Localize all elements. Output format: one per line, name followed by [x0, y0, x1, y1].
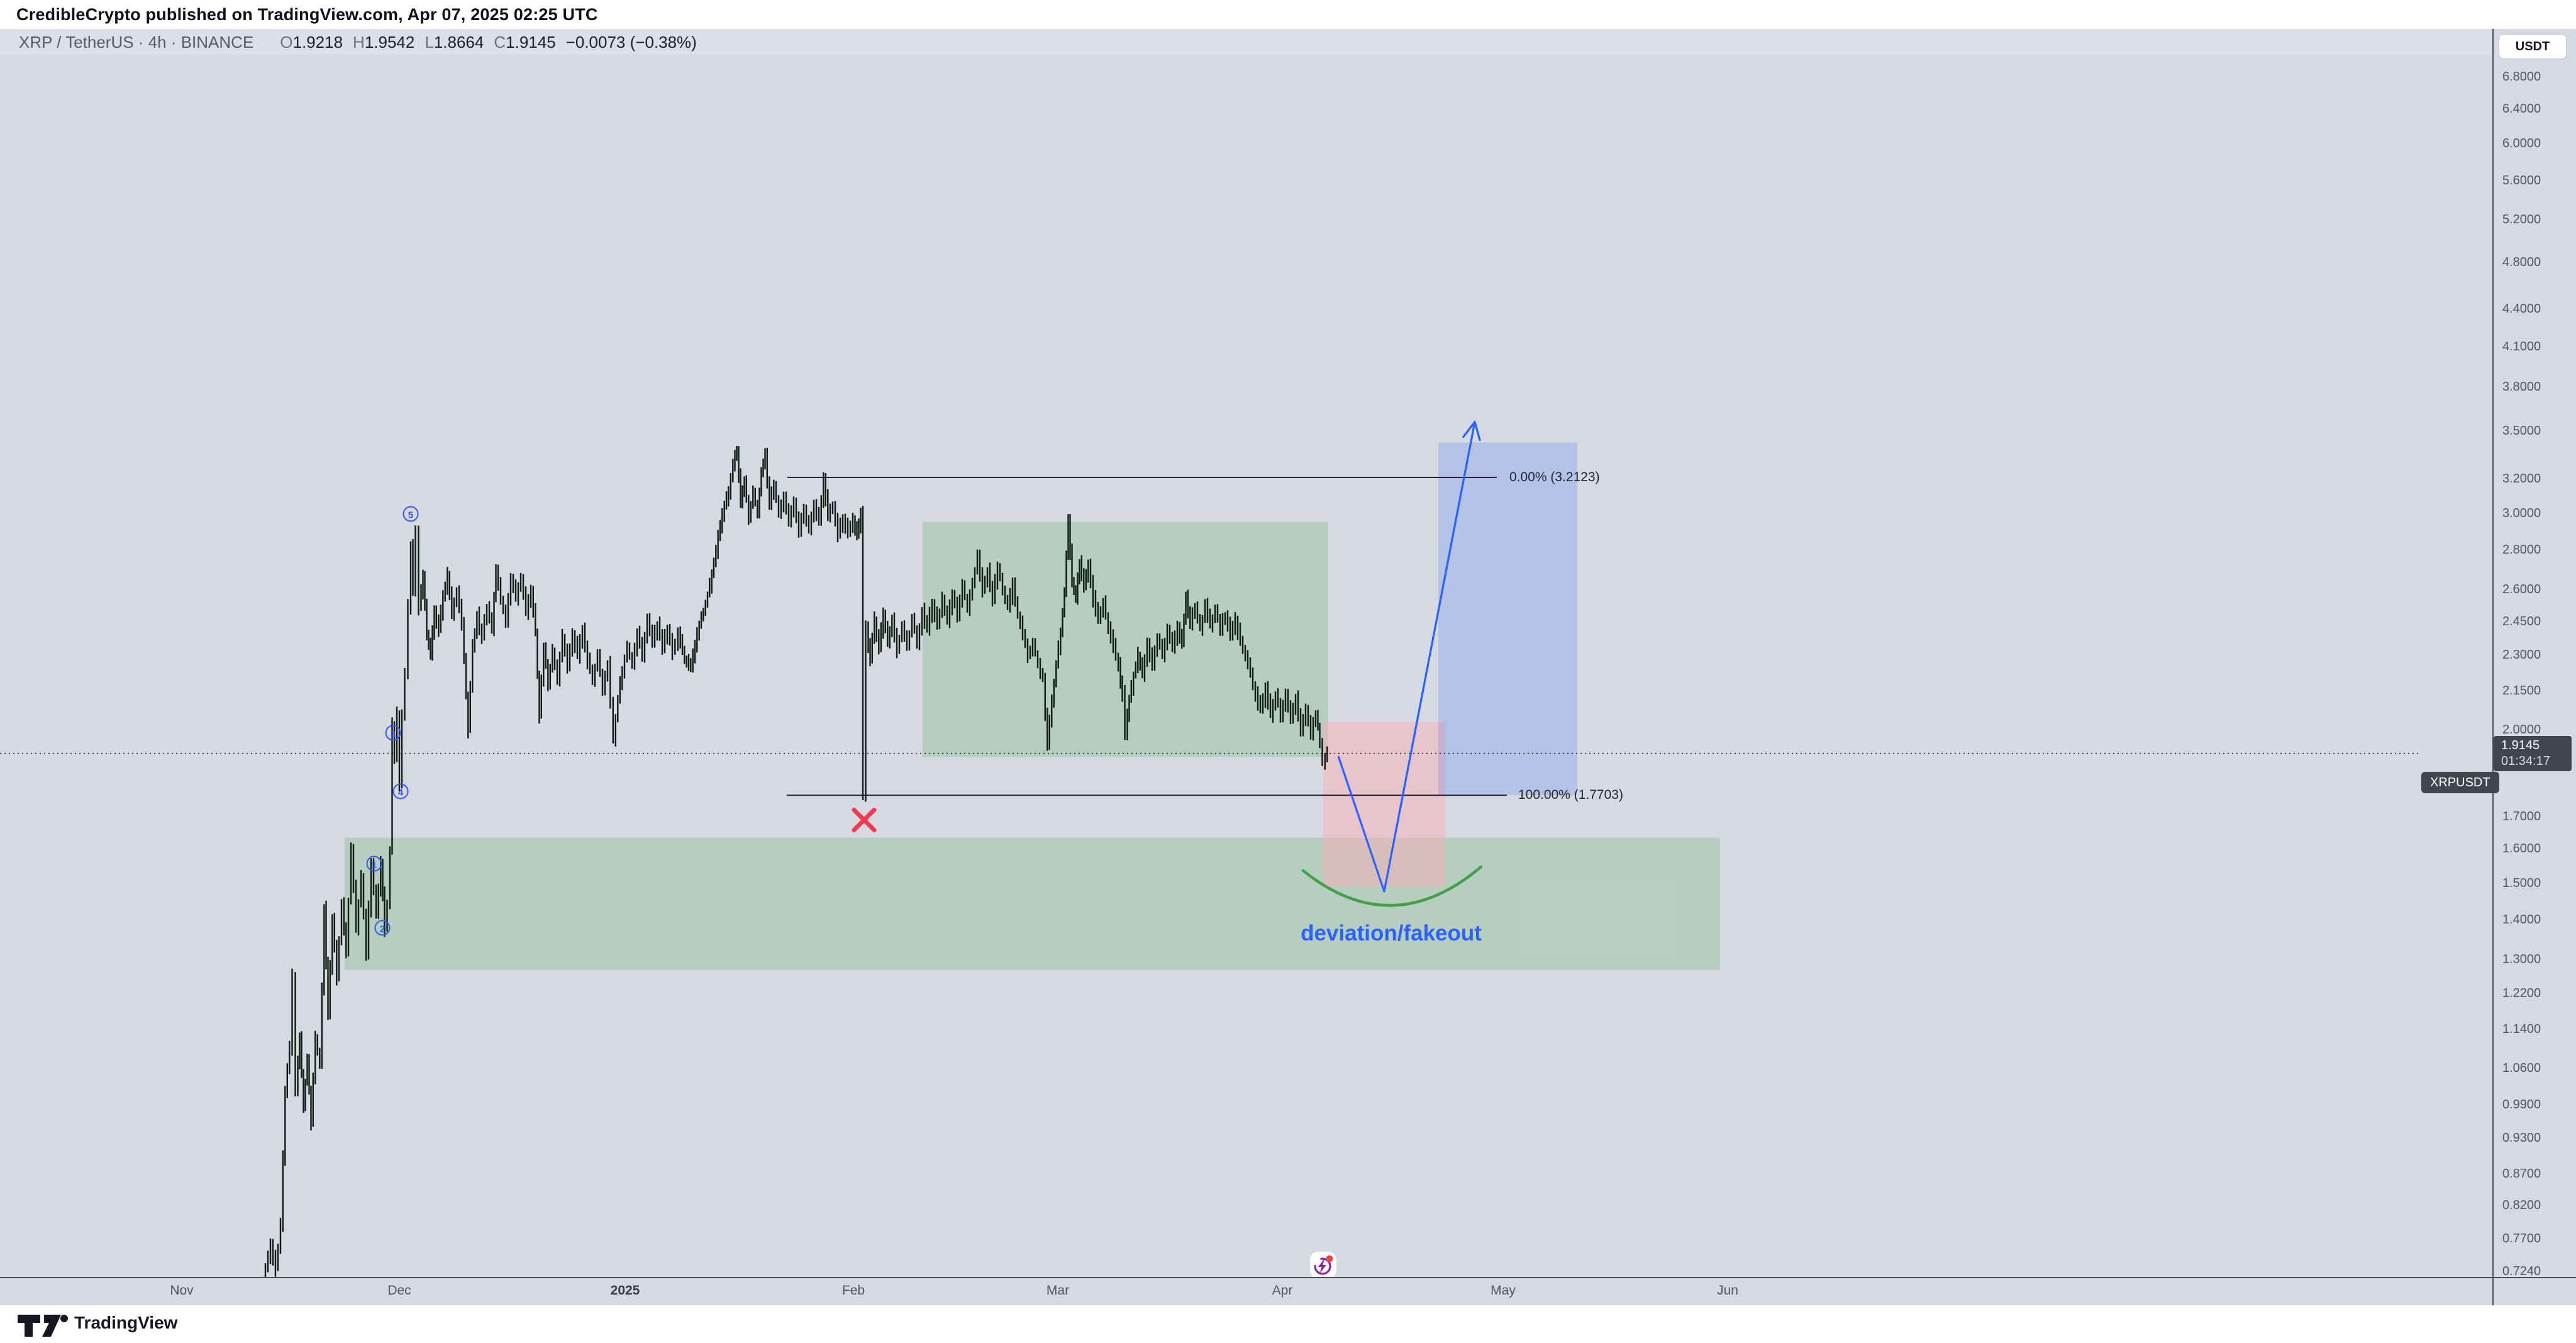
price-tick: 2.3000	[2502, 648, 2541, 662]
wave-label-4[interactable]: 4	[392, 783, 409, 800]
price-tick: 5.6000	[2502, 173, 2541, 187]
price-tick: 3.2000	[2502, 472, 2541, 486]
tradingview-logo-icon[interactable]	[16, 1313, 73, 1338]
price-tick: 1.1400	[2502, 1022, 2541, 1037]
publish-clock-icon[interactable]	[1309, 1251, 1337, 1279]
price-tick: 3.5000	[2502, 424, 2541, 438]
price-tick: 6.8000	[2502, 70, 2541, 84]
deviation-arc[interactable]	[1301, 865, 1483, 907]
price-tick: 3.0000	[2502, 506, 2541, 520]
price-tick: 1.3000	[2502, 952, 2541, 967]
lightning-bolt-icon	[1318, 1259, 1326, 1273]
wave-label-2[interactable]: 2	[374, 920, 391, 936]
price-tick: 1.4000	[2502, 913, 2541, 927]
price-tick: 1.2200	[2502, 986, 2541, 1000]
fib-100-label[interactable]: 100.00% (1.7703)	[1518, 788, 1623, 803]
price-tick: 1.5000	[2502, 876, 2541, 890]
ohlc-row: XRP / TetherUS · 4h · BINANCE O1.9218 H1.9…	[19, 33, 697, 52]
change-value: −0.0073 (−0.38%)	[565, 33, 697, 52]
chart-pane[interactable]	[0, 29, 2492, 1305]
open-value: 1.9218	[292, 33, 343, 52]
price-tick: 2.1500	[2502, 684, 2541, 698]
price-tick: 4.1000	[2502, 340, 2541, 354]
arrow-head-icon	[1462, 421, 1481, 442]
fib-0-label[interactable]: 0.00% (3.2123)	[1509, 469, 1600, 484]
footer-bar: TradingView	[0, 1305, 2576, 1343]
low-label: L	[425, 33, 434, 52]
last-price-value: 1.9145	[2501, 738, 2540, 752]
price-tick: 4.4000	[2502, 302, 2541, 316]
time-axis-separator	[0, 1277, 2576, 1278]
wave-label-1[interactable]: 1	[366, 855, 382, 872]
price-tick: 2.4500	[2502, 614, 2541, 628]
currency-toggle-button[interactable]: USDT	[2499, 34, 2567, 59]
time-tick-jun: Jun	[1717, 1283, 1738, 1298]
chart-area: XRP / TetherUS · 4h · BINANCE O1.9218 H1.9…	[0, 29, 2576, 1305]
price-tick: 0.8700	[2502, 1166, 2541, 1181]
deviation-fakeout-label[interactable]: deviation/fakeout	[1301, 921, 1482, 946]
price-tick: 2.6000	[2502, 582, 2541, 597]
price-tick: 1.7000	[2502, 809, 2541, 823]
price-tick: 0.9900	[2502, 1098, 2541, 1112]
price-axis[interactable]: USDT 6.8000 6.4000 6.0000 5.6000 5.2000 4.800…	[2492, 29, 2576, 1305]
invalidation-x-icon[interactable]	[852, 808, 877, 833]
drawing-zones[interactable]	[345, 442, 1720, 970]
time-tick-feb: Feb	[841, 1283, 865, 1298]
time-tick-2025: 2025	[610, 1283, 640, 1298]
price-tick: 2.0000	[2502, 722, 2541, 737]
price-tick: 0.7700	[2502, 1232, 2541, 1246]
drawing-projection[interactable]	[852, 421, 1483, 907]
high-value: 1.9542	[364, 33, 415, 52]
time-tick-apr: Apr	[1272, 1283, 1293, 1298]
open-label: O	[280, 33, 293, 52]
tradingview-brand-text[interactable]: TradingView	[74, 1313, 178, 1332]
attribution-bar: CredibleCrypto published on TradingView.…	[0, 0, 2576, 29]
price-tick: 0.7240	[2502, 1264, 2541, 1279]
symbol-price-flag: XRPUSDT	[2421, 771, 2499, 793]
projection-v-arrow[interactable]	[1337, 421, 1476, 893]
price-tick: 6.4000	[2502, 102, 2541, 116]
time-tick-mar: Mar	[1046, 1283, 1070, 1298]
wave-label-5[interactable]: 5	[402, 506, 419, 522]
price-tick: 2.8000	[2502, 543, 2541, 557]
zone-target-zone[interactable]	[1438, 442, 1577, 796]
price-tick: 3.8000	[2502, 380, 2541, 394]
time-tick-dec: Dec	[387, 1283, 411, 1298]
last-price-badge: 1.9145 01:34:17	[2494, 735, 2572, 771]
price-tick: 6.0000	[2502, 137, 2541, 151]
price-tick: 0.9300	[2502, 1131, 2541, 1145]
price-tick: 1.0600	[2502, 1061, 2541, 1076]
time-axis[interactable]: Nov Dec 2025 Feb Mar Apr May Jun	[0, 1278, 2576, 1305]
price-tick: 1.6000	[2502, 841, 2541, 855]
attribution-text: CredibleCrypto published on TradingView.…	[16, 5, 598, 24]
time-tick-may: May	[1491, 1283, 1516, 1298]
price-tick: 5.2000	[2502, 213, 2541, 227]
zone-fakeout-zone[interactable]	[1323, 722, 1445, 887]
high-label: H	[353, 33, 365, 52]
low-value: 1.8664	[433, 33, 484, 52]
price-tick: 4.8000	[2502, 255, 2541, 270]
close-value: 1.9145	[506, 33, 556, 52]
candlestick-series	[264, 445, 1328, 1277]
zone-demand-zone[interactable]	[345, 837, 1720, 970]
red-dot-icon	[1326, 1255, 1333, 1262]
bar-countdown: 01:34:17	[2501, 754, 2550, 768]
price-tick: 0.8200	[2502, 1198, 2541, 1212]
close-label: C	[494, 33, 506, 52]
time-tick-nov: Nov	[170, 1283, 194, 1298]
wave-label-3[interactable]: 3	[385, 725, 401, 741]
ohlc-bar: XRP / TetherUS · 4h · BINANCE O1.9218 H1.9…	[0, 29, 2492, 54]
symbol-title[interactable]: XRP / TetherUS · 4h · BINANCE	[19, 33, 254, 52]
